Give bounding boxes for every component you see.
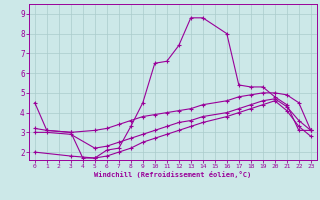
X-axis label: Windchill (Refroidissement éolien,°C): Windchill (Refroidissement éolien,°C) — [94, 171, 252, 178]
